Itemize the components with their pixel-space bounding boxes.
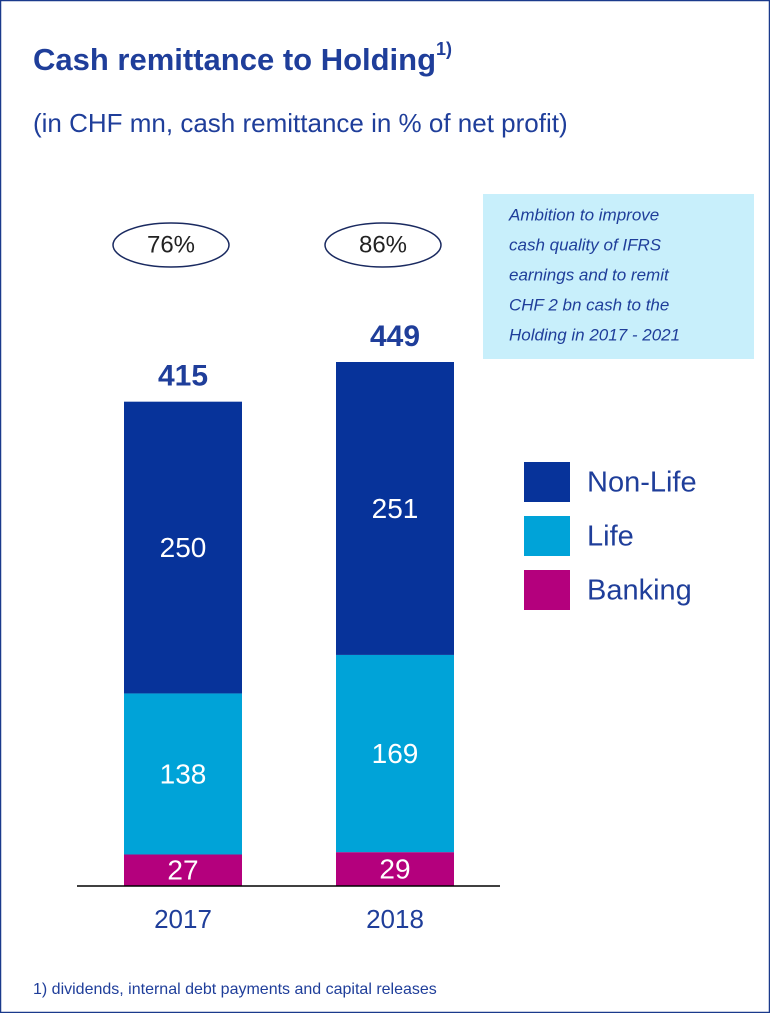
x-tick-label: 2017 <box>154 904 212 934</box>
ratio-label: 86% <box>359 231 407 258</box>
legend-swatch <box>524 570 570 610</box>
ratio-ellipse <box>112 222 230 268</box>
annotation-line: CHF 2 bn cash to the <box>509 295 669 314</box>
total-label: 415 <box>158 360 208 393</box>
legend-label: Life <box>587 521 634 553</box>
legend-label: Banking <box>587 575 692 607</box>
annotation-box <box>483 194 754 359</box>
annotation-line: Ambition to improve <box>508 205 659 224</box>
segment-label: 169 <box>372 738 419 769</box>
legend-label: Non-Life <box>587 467 697 499</box>
legend-swatch <box>524 516 570 556</box>
bar-segment <box>124 693 242 855</box>
annotation-line: earnings and to remit <box>509 265 670 284</box>
ratio-ellipse <box>324 222 442 268</box>
title-superscript: 1) <box>436 39 452 59</box>
bar-segment <box>336 852 454 886</box>
segment-label: 29 <box>379 853 410 884</box>
segment-label: 250 <box>160 532 207 563</box>
footnote: 1) dividends, internal debt payments and… <box>33 981 437 998</box>
segment-label: 27 <box>167 855 198 886</box>
annotation-line: cash quality of IFRS <box>509 235 662 254</box>
x-tick-label: 2018 <box>366 904 424 934</box>
annotation-line: Holding in 2017 - 2021 <box>509 325 680 344</box>
title-text: Cash remittance to Holding <box>33 42 436 77</box>
chart-title: Cash remittance to Holding1) <box>33 39 452 77</box>
bar-segment <box>124 401 242 694</box>
bar-segment <box>336 654 454 853</box>
bar-segment <box>336 362 454 655</box>
bar-segment <box>124 854 242 886</box>
ratio-label: 76% <box>147 231 195 258</box>
total-label: 449 <box>370 320 420 353</box>
subtitle: (in CHF mn, cash remittance in % of net … <box>33 108 568 138</box>
legend-swatch <box>524 462 570 502</box>
segment-label: 251 <box>372 493 419 524</box>
segment-label: 138 <box>160 758 207 789</box>
